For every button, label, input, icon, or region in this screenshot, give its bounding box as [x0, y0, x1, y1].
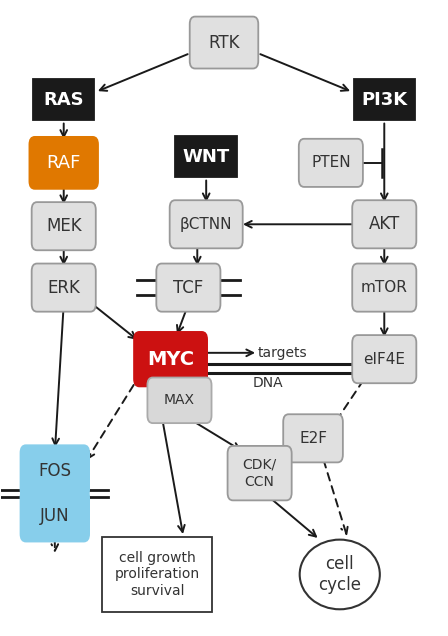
Text: RAS: RAS: [43, 90, 84, 109]
FancyBboxPatch shape: [170, 200, 243, 248]
FancyBboxPatch shape: [299, 139, 363, 187]
Text: DNA: DNA: [253, 377, 284, 391]
Text: eIF4E: eIF4E: [363, 352, 405, 367]
Text: ERK: ERK: [47, 279, 80, 296]
Text: MYC: MYC: [147, 350, 194, 369]
Text: MEK: MEK: [46, 217, 82, 235]
FancyBboxPatch shape: [21, 490, 89, 541]
FancyBboxPatch shape: [190, 17, 258, 69]
FancyBboxPatch shape: [228, 446, 292, 501]
FancyBboxPatch shape: [176, 135, 237, 177]
Text: RTK: RTK: [208, 34, 240, 52]
Text: JUN: JUN: [40, 506, 69, 525]
Ellipse shape: [300, 539, 380, 609]
FancyBboxPatch shape: [352, 263, 416, 312]
FancyBboxPatch shape: [283, 414, 343, 462]
FancyBboxPatch shape: [352, 200, 416, 248]
Text: cell growth
proliferation
survival: cell growth proliferation survival: [115, 551, 200, 598]
FancyBboxPatch shape: [21, 445, 89, 497]
FancyBboxPatch shape: [147, 378, 211, 423]
FancyBboxPatch shape: [134, 332, 207, 387]
Text: targets: targets: [258, 346, 307, 360]
Text: CDK/
CCN: CDK/ CCN: [242, 458, 277, 488]
FancyBboxPatch shape: [32, 263, 96, 312]
FancyBboxPatch shape: [33, 79, 95, 120]
FancyBboxPatch shape: [353, 79, 415, 120]
Text: FOS: FOS: [39, 462, 71, 480]
Text: AKT: AKT: [369, 215, 400, 233]
Text: TCF: TCF: [173, 279, 203, 296]
Text: MAX: MAX: [164, 393, 195, 407]
Text: PI3K: PI3K: [361, 90, 407, 109]
Text: WNT: WNT: [183, 148, 230, 165]
FancyBboxPatch shape: [30, 137, 98, 189]
Text: mTOR: mTOR: [361, 280, 408, 295]
Text: βCTNN: βCTNN: [180, 217, 233, 232]
Text: cell
cycle: cell cycle: [318, 555, 361, 594]
Text: E2F: E2F: [299, 431, 327, 446]
FancyBboxPatch shape: [102, 537, 212, 612]
Text: PTEN: PTEN: [311, 155, 351, 170]
FancyBboxPatch shape: [352, 335, 416, 384]
FancyBboxPatch shape: [32, 202, 96, 250]
Text: RAF: RAF: [47, 154, 81, 172]
FancyBboxPatch shape: [156, 263, 220, 312]
